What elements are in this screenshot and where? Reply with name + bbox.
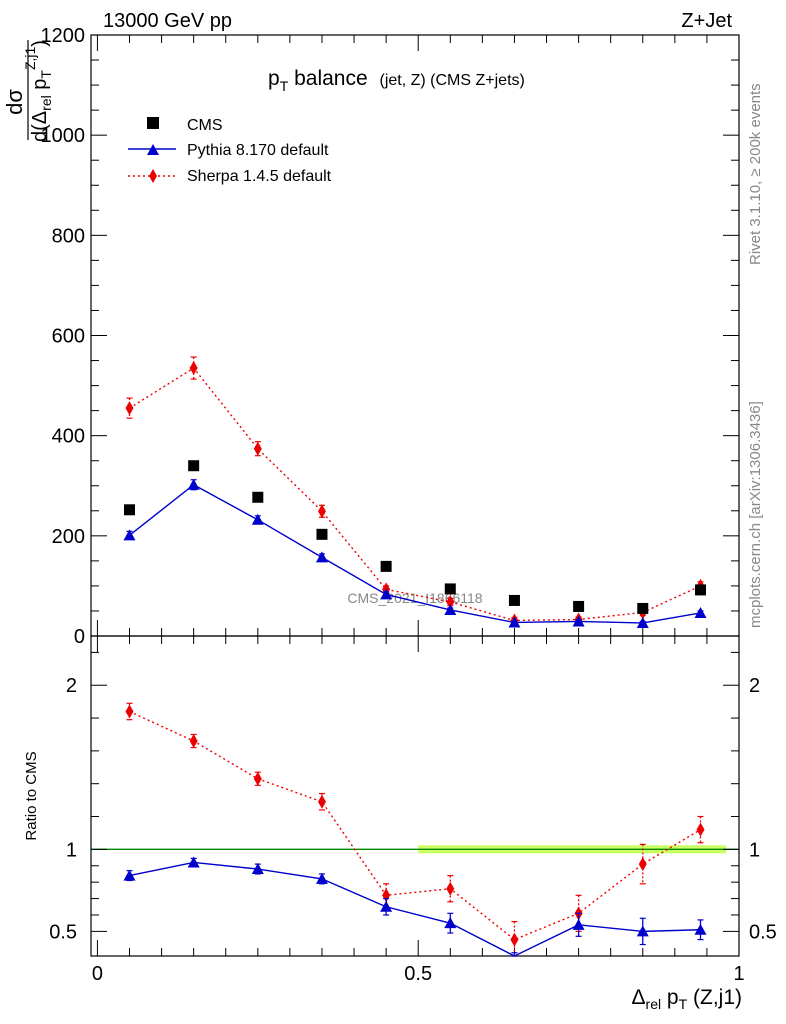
pythia-point [251,513,264,525]
ratio-y-axis-label: Ratio to CMS [23,751,40,840]
ratio-ytick-label-left: 1 [66,839,77,861]
cms-point [508,594,520,606]
ratio-sherpa-point [696,822,705,837]
pythia-point [380,588,393,600]
energy-label: 13000 GeV pp [103,10,232,32]
ratio-sherpa-point [189,734,198,749]
ratio-sherpa-point [253,771,262,786]
ratio-sherpa-point [446,881,455,896]
ratio-ytick-label-left: 0.5 [49,921,77,943]
ratio-sherpa-point [510,932,519,947]
pythia-line [129,483,701,624]
cms-point [573,600,585,612]
legend-pythia-marker [147,144,159,155]
ratio-sherpa-line [129,710,701,941]
y-label-denominator: d(Δrel pTZ,j1) [22,40,54,142]
ratio-pythia-point [380,900,393,912]
rivet-version-text: Rivet 3.1.10, ≥ 200k events [747,83,764,265]
pythia-point [315,551,328,563]
ratio-xtick-label: 0 [92,963,103,985]
ratio-ytick-label-right: 0.5 [749,921,777,943]
main-ytick-label: 400 [52,426,85,448]
main-ytick-label: 800 [52,225,85,247]
title-p: p [268,67,280,90]
cms-point [123,504,135,516]
main-ytick-label: 600 [52,326,85,348]
mcplots-reference-text: mcplots.cern.ch [arXiv:1306.3436] [747,401,764,628]
ratio-xtick-label: 1 [733,963,744,985]
title-balance: balance [288,67,367,90]
ratio-panel-frame [90,635,740,957]
cms-point [316,528,328,540]
legend: CMS Pythia 8.170 default Sherpa 1.4.5 de… [128,117,332,185]
ratio-pythia-line [129,861,701,957]
pythia-point [444,603,457,615]
cms-point [637,602,649,614]
data-series [123,356,707,957]
legend-sherpa-label: Sherpa 1.4.5 default [187,168,332,185]
ratio-ytick-label-right: 2 [749,675,760,697]
ratio-pythia-point [572,918,585,930]
pythia-point [508,616,521,628]
ratio-pythia-point [187,856,200,868]
ratio-pythia-point [444,917,457,929]
ratio-sherpa-point [125,704,134,719]
ratio-pythia-point [694,923,707,935]
ratio-ytick-label-left: 2 [66,675,77,697]
main-ytick-label: 200 [52,526,85,548]
chart-title: pT balance (jet, Z) (CMS Z+jets) [268,67,525,94]
ratio-pythia-point [251,863,264,875]
analysis-watermark: CMS_2021_I1866118 [347,590,482,606]
legend-pythia-label: Pythia 8.170 default [187,142,329,159]
y-label-numerator: dσ [2,89,27,115]
sherpa-point [446,594,455,609]
cms-point [695,584,707,596]
main-ytick-label: 0 [74,626,85,648]
sherpa-line [129,367,701,622]
process-label: Z+Jet [681,10,732,32]
cms-point [252,491,264,503]
main-y-axis-label: dσ d(Δrel pTZ,j1) [2,40,54,142]
pythia-point [123,529,136,541]
ratio-sherpa-point [317,794,326,809]
sherpa-point [253,441,262,456]
legend-cms-label: CMS [187,117,223,134]
ratio-sherpa-point [638,857,647,872]
title-p-sub: T [280,78,289,94]
ratio-ytick-label-right: 1 [749,839,760,861]
ratio-pythia-point [315,872,328,884]
pythia-point [636,616,649,628]
pythia-point [187,478,200,490]
legend-sherpa-marker [149,169,157,183]
ratio-pythia-point [123,869,136,881]
cms-point [380,560,392,572]
title-subtitle: (jet, Z) (CMS Z+jets) [380,72,525,89]
ratio-pythia-point [636,925,649,937]
sherpa-point [125,401,134,416]
sherpa-point [317,504,326,519]
pythia-point [694,606,707,618]
cms-point [444,583,456,595]
ratio-xtick-label: 0.5 [404,963,432,985]
pythia-point [572,615,585,627]
main-ytick-label: 1200 [41,25,86,47]
legend-cms-marker [147,117,159,129]
main-ytick-label: 1000 [41,125,86,147]
cms-point [188,460,200,472]
sherpa-point [189,361,198,376]
x-axis-label: Δrel pT (Z,j1) [632,986,743,1012]
